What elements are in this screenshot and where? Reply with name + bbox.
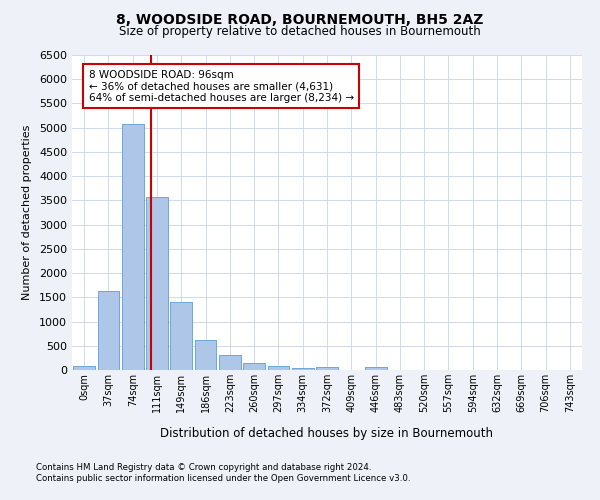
Y-axis label: Number of detached properties: Number of detached properties [22, 125, 32, 300]
Text: Size of property relative to detached houses in Bournemouth: Size of property relative to detached ho… [119, 25, 481, 38]
Bar [97, 291, 119, 370]
Bar [170, 302, 192, 370]
Bar [268, 366, 289, 370]
Bar [243, 362, 265, 370]
Text: 8, WOODSIDE ROAD, BOURNEMOUTH, BH5 2AZ: 8, WOODSIDE ROAD, BOURNEMOUTH, BH5 2AZ [116, 12, 484, 26]
Bar [73, 366, 95, 370]
Text: Contains HM Land Registry data © Crown copyright and database right 2024.: Contains HM Land Registry data © Crown c… [36, 462, 371, 471]
Bar [365, 367, 386, 370]
Bar [292, 368, 314, 370]
Bar [194, 340, 217, 370]
Bar [219, 355, 241, 370]
Text: Distribution of detached houses by size in Bournemouth: Distribution of detached houses by size … [161, 428, 493, 440]
Bar [122, 124, 143, 370]
Bar [146, 196, 168, 370]
Text: Contains public sector information licensed under the Open Government Licence v3: Contains public sector information licen… [36, 474, 410, 483]
Bar [316, 367, 338, 370]
Text: 8 WOODSIDE ROAD: 96sqm
← 36% of detached houses are smaller (4,631)
64% of semi-: 8 WOODSIDE ROAD: 96sqm ← 36% of detached… [89, 70, 353, 102]
